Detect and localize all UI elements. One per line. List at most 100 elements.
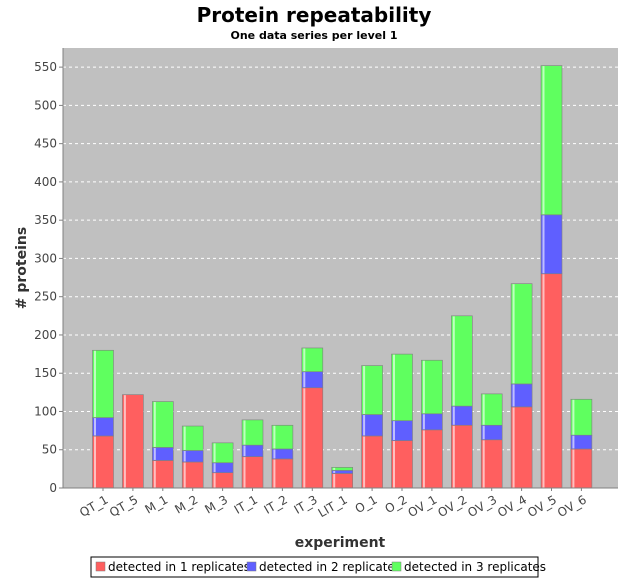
x-tick-label: M_2: [172, 492, 200, 516]
bar-highlight: [153, 447, 156, 460]
bar-highlight: [542, 215, 545, 274]
bar-highlight: [512, 407, 515, 488]
bar-highlight: [333, 473, 336, 488]
bar-highlight: [363, 415, 366, 436]
bar-highlight: [153, 402, 156, 447]
bar-highlight: [94, 418, 96, 436]
bar-segment: [301, 347, 324, 372]
bar-segment: [391, 353, 413, 421]
y-tick-label: 550: [34, 60, 57, 74]
bar-highlight: [243, 445, 246, 457]
legend-swatch: [95, 561, 106, 572]
bars: [92, 65, 593, 489]
x-tick-label: OV_5: [525, 492, 559, 520]
bar-highlight: [393, 354, 395, 421]
bar-highlight: [213, 443, 216, 463]
bar-highlight: [363, 366, 366, 415]
x-tick-label: IT_2: [262, 492, 290, 516]
bar-highlight: [482, 394, 485, 425]
x-tick-label: M_3: [202, 492, 230, 516]
legend-box: [90, 556, 539, 578]
bar-highlight: [183, 451, 186, 462]
x-tick-label: QT_1: [77, 492, 110, 519]
bar-highlight: [572, 449, 575, 488]
bar-segment: [421, 359, 443, 415]
bar-highlight: [452, 425, 455, 488]
bar-highlight: [422, 414, 425, 430]
x-tick-label: OV_6: [555, 492, 589, 520]
bar-highlight: [213, 463, 216, 473]
bar-highlight: [393, 421, 395, 441]
legend: detected in 1 replicates detected in 2 re…: [90, 556, 546, 578]
legend-label: detected in 1 replicates: [108, 560, 250, 574]
bar-highlight: [273, 425, 276, 449]
y-tick-label: 450: [34, 137, 57, 151]
y-tick-label: 300: [34, 251, 57, 265]
bar-highlight: [512, 384, 515, 407]
x-tick-label: O_1: [353, 492, 380, 516]
bar-highlight: [303, 388, 306, 488]
bar-segment: [241, 419, 264, 446]
y-tick-label: 100: [34, 404, 57, 418]
y-tick-label: 250: [34, 290, 57, 304]
bar-highlight: [393, 441, 395, 488]
bar-highlight: [333, 467, 336, 470]
bar-highlight: [482, 440, 485, 488]
x-tick-label: OV_2: [435, 492, 469, 520]
bar-highlight: [183, 426, 186, 451]
bar-highlight: [452, 406, 455, 425]
bar-segment: [152, 401, 174, 448]
bar-highlight: [482, 425, 485, 440]
bar-highlight: [512, 284, 515, 384]
legend-label: detected in 3 replicates: [404, 560, 546, 574]
y-tick-label: 500: [34, 98, 57, 112]
x-tick-label: OV_3: [465, 492, 499, 520]
bar-highlight: [94, 350, 96, 418]
y-tick-label: 400: [34, 175, 57, 189]
y-axis-label: # proteins: [14, 227, 30, 309]
chart-subtitle: One data series per level 1: [230, 29, 397, 42]
bar-segment: [450, 315, 473, 407]
bar-highlight: [572, 435, 575, 449]
bar-highlight: [572, 399, 575, 435]
bar-highlight: [452, 316, 455, 406]
bar-highlight: [243, 420, 246, 445]
bar-highlight: [303, 348, 306, 372]
legend-label: detected in 2 replicates: [259, 560, 401, 574]
bar-highlight: [183, 462, 186, 488]
bar-segment: [271, 424, 294, 450]
x-axis-label: experiment: [295, 535, 386, 551]
x-tick-label: OV_1: [405, 492, 439, 520]
bar-highlight: [273, 459, 276, 488]
y-tick-label: 200: [34, 328, 57, 342]
chart-title: Protein repeatability: [197, 3, 432, 27]
bar-highlight: [542, 274, 545, 488]
axes: [62, 48, 618, 489]
bar-highlight: [123, 395, 126, 488]
legend-swatch: [246, 561, 257, 572]
y-tick-label: 350: [34, 213, 57, 227]
x-tick-label: LIT_1: [316, 492, 350, 520]
x-tick-label: M_1: [143, 492, 171, 516]
bar-highlight: [303, 372, 306, 388]
bar-highlight: [363, 436, 366, 488]
bar-highlight: [213, 473, 216, 488]
x-tick-label: IT_1: [232, 492, 260, 516]
y-tick-label: 150: [34, 366, 57, 380]
bar-segment: [331, 467, 354, 471]
plot-area: [63, 48, 618, 488]
bar-highlight: [273, 449, 276, 459]
bar-highlight: [333, 470, 336, 473]
legend-swatch: [391, 561, 402, 572]
bar-highlight: [422, 430, 425, 488]
y-tick-label: 0: [49, 481, 57, 495]
bar-segment: [480, 393, 503, 426]
bar-segment: [92, 349, 114, 418]
bar-segment: [211, 442, 234, 464]
bar-highlight: [243, 457, 246, 488]
x-tick-label: IT_3: [292, 492, 320, 516]
x-tick-label: OV_4: [495, 492, 529, 520]
bar-segment: [510, 283, 533, 385]
